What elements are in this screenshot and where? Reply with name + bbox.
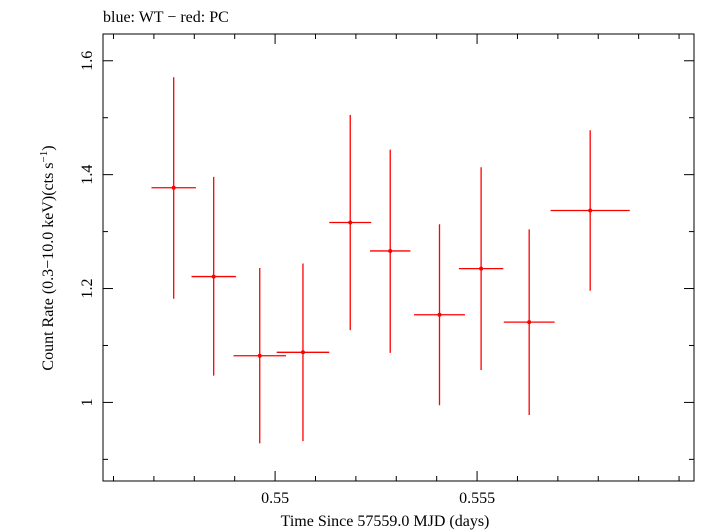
data-marker: [588, 208, 593, 213]
x-axis-label: Time Since 57559.0 MJD (days): [281, 513, 490, 530]
data-marker: [479, 266, 484, 271]
y-axis-label-superscript: −1: [38, 151, 50, 163]
data-point: [276, 263, 330, 442]
x-tick-label: 0.555: [459, 490, 495, 507]
chart-title: blue: WT − red: PC: [103, 9, 229, 26]
y-tick-label: 1.2: [79, 279, 96, 299]
y-axis-label-close: ): [40, 145, 57, 150]
data-point: [191, 176, 236, 376]
plot-frame: [102, 33, 695, 482]
x-tick-label: 0.55: [261, 490, 289, 507]
data-point: [151, 77, 196, 299]
data-point: [370, 149, 411, 353]
data-point: [550, 130, 630, 291]
y-axis-label: Count Rate (0.3−10.0 keV)(cts s−1): [38, 145, 57, 370]
data-marker: [388, 248, 393, 253]
data-point: [233, 268, 286, 444]
data-marker: [527, 320, 532, 325]
data-marker: [171, 185, 176, 190]
data-point: [458, 167, 504, 370]
data-series: [151, 77, 630, 444]
data-marker: [437, 312, 442, 317]
y-tick-label: 1: [79, 398, 96, 406]
axis-ticks: [103, 34, 694, 481]
data-marker: [300, 350, 305, 355]
data-point: [414, 224, 465, 406]
y-axis-label-main: Count Rate (0.3−10.0 keV)(cts s: [40, 162, 57, 370]
data-marker: [211, 274, 216, 279]
data-marker: [257, 353, 262, 358]
y-tick-label: 1.6: [79, 51, 96, 71]
data-point: [329, 114, 372, 331]
data-point: [503, 229, 555, 415]
y-tick-label: 1.4: [79, 165, 96, 185]
data-marker: [348, 220, 353, 225]
axis-tick-labels: 0.55 0.555 1 1.2 1.4 1.6: [79, 51, 495, 507]
